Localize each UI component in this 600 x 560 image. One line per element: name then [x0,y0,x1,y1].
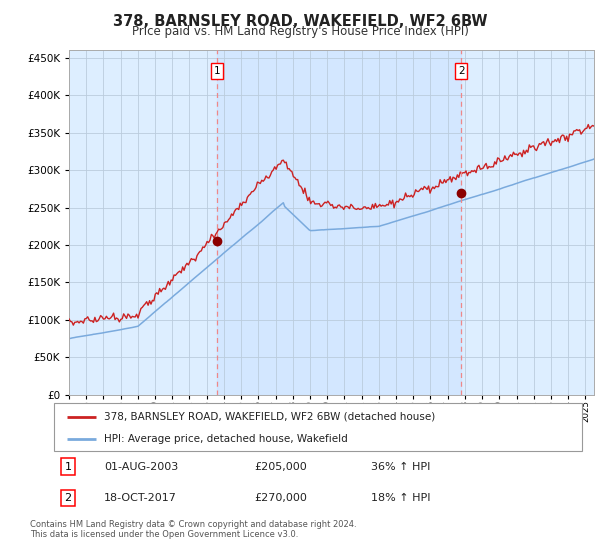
Text: 36% ↑ HPI: 36% ↑ HPI [371,461,430,472]
Text: HPI: Average price, detached house, Wakefield: HPI: Average price, detached house, Wake… [104,434,348,444]
FancyBboxPatch shape [54,403,582,451]
Text: Contains HM Land Registry data © Crown copyright and database right 2024.
This d: Contains HM Land Registry data © Crown c… [30,520,356,539]
Text: £270,000: £270,000 [254,493,308,503]
Text: 1: 1 [65,461,71,472]
Text: 2: 2 [458,66,464,76]
Text: Price paid vs. HM Land Registry's House Price Index (HPI): Price paid vs. HM Land Registry's House … [131,25,469,38]
Text: 1: 1 [214,66,220,76]
Text: 01-AUG-2003: 01-AUG-2003 [104,461,178,472]
Bar [217,50,461,395]
Text: 18-OCT-2017: 18-OCT-2017 [104,493,177,503]
Text: 18% ↑ HPI: 18% ↑ HPI [371,493,430,503]
Text: 2: 2 [65,493,71,503]
Text: £205,000: £205,000 [254,461,307,472]
Text: 378, BARNSLEY ROAD, WAKEFIELD, WF2 6BW (detached house): 378, BARNSLEY ROAD, WAKEFIELD, WF2 6BW (… [104,412,436,422]
Text: 378, BARNSLEY ROAD, WAKEFIELD, WF2 6BW: 378, BARNSLEY ROAD, WAKEFIELD, WF2 6BW [113,14,487,29]
